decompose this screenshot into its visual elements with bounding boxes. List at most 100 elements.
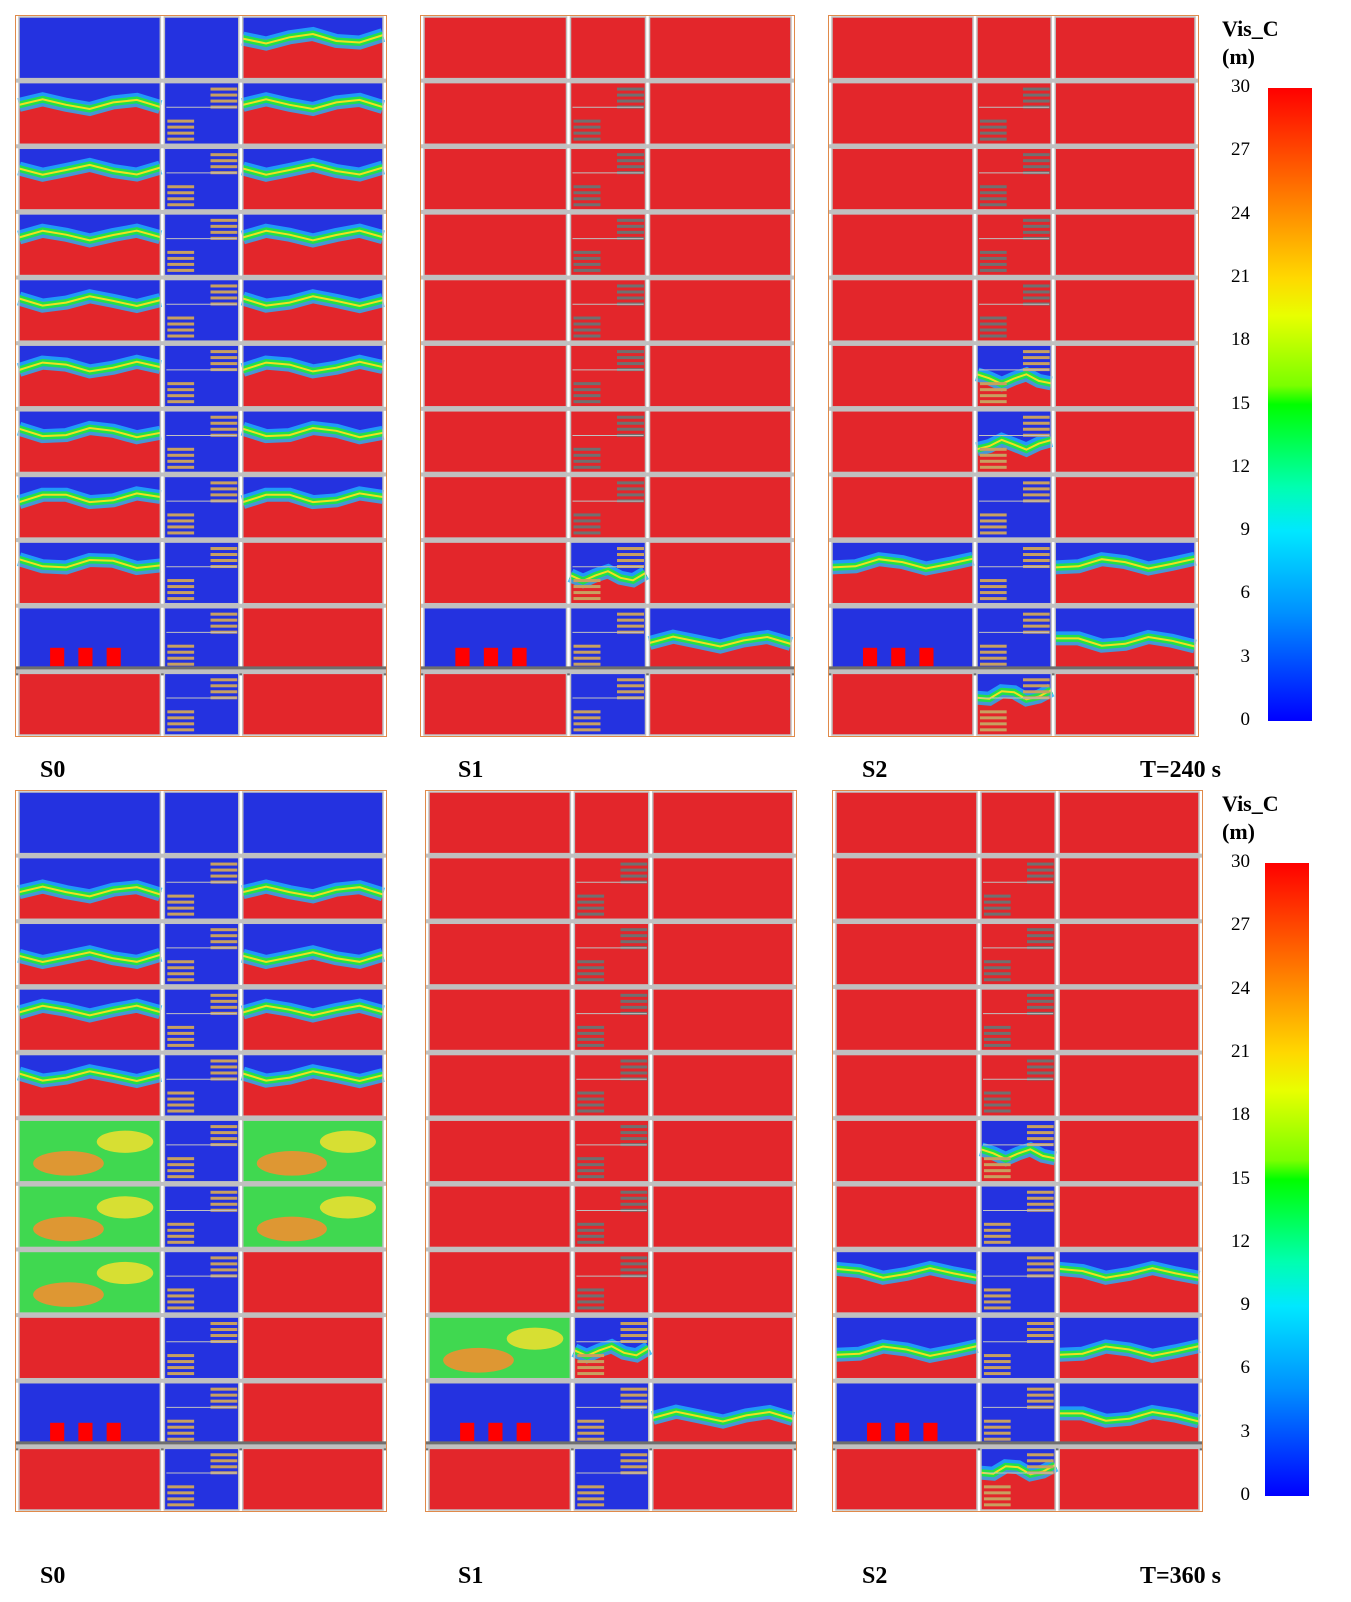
transition-band — [18, 558, 161, 570]
transition-band — [242, 1004, 384, 1017]
stair-flight-icon — [167, 650, 195, 654]
stair-flight-icon — [979, 119, 1007, 123]
stairwell-cell — [980, 792, 1056, 854]
stair-flight-icon — [573, 322, 601, 326]
stair-flight-icon — [617, 487, 644, 491]
stair-flight-icon — [210, 1322, 238, 1326]
stair-flight-icon — [617, 356, 644, 360]
transition-band — [976, 438, 1052, 451]
stair-flight-icon — [210, 1328, 238, 1332]
stairwell-cell — [570, 607, 646, 670]
cell-frame — [835, 791, 978, 855]
stair-flight-icon — [1026, 1190, 1054, 1194]
stairwell-cell — [574, 988, 649, 1051]
room-cell — [832, 476, 973, 539]
cell-frame — [242, 791, 384, 855]
stair-flight-icon — [167, 1234, 195, 1238]
stair-flight-icon — [573, 644, 601, 648]
row1-label-s1: S1 — [458, 757, 484, 783]
stair-flight-icon — [210, 1262, 238, 1266]
room-cell — [832, 345, 973, 407]
stair-flight-icon — [167, 268, 195, 272]
stair-flight-icon — [617, 230, 644, 234]
stair-flight-icon — [617, 612, 644, 616]
stair-flight-icon — [1026, 1459, 1054, 1463]
room-cell — [1055, 17, 1195, 79]
panel-border — [832, 790, 1203, 1512]
stair-flight-icon — [577, 1485, 605, 1489]
stair-flight-icon — [167, 1306, 195, 1310]
stair-flight-icon — [573, 716, 601, 720]
room-cell — [832, 279, 973, 342]
transition-band — [242, 1070, 384, 1083]
room-cell — [424, 345, 567, 407]
stair-flight-icon — [617, 290, 644, 294]
colorbar-tick-label: 21 — [1231, 265, 1250, 287]
stairwell-cell — [570, 213, 646, 276]
row2-panel-s2 — [832, 790, 1203, 1512]
room-cell — [429, 1448, 571, 1510]
room-cell — [649, 410, 791, 473]
cell-frame — [428, 791, 572, 855]
stairwell-cell — [164, 476, 239, 539]
room-cell — [836, 857, 977, 920]
stair-flight-icon — [620, 1262, 648, 1266]
room-cell — [832, 82, 973, 145]
stair-flight-icon — [620, 1137, 648, 1141]
stair-flight-icon — [210, 1005, 238, 1009]
stair-flight-icon — [617, 547, 644, 551]
stair-flight-icon — [979, 262, 1007, 266]
stair-flight-icon — [210, 862, 238, 866]
stair-flight-icon — [577, 1288, 605, 1292]
stair-flight-icon — [167, 382, 195, 386]
stair-flight-icon — [1022, 493, 1050, 497]
stair-flight-icon — [577, 1240, 605, 1244]
stair-flight-icon — [1026, 1131, 1054, 1135]
stair-flight-icon — [577, 1234, 605, 1238]
stair-flight-icon — [577, 1222, 605, 1226]
stair-flight-icon — [167, 459, 195, 463]
stair-flight-icon — [573, 579, 601, 583]
stairwell-cell — [976, 542, 1052, 604]
stair-flight-icon — [210, 1190, 238, 1194]
floor-slab — [832, 1116, 1203, 1121]
floor-slab — [425, 1247, 797, 1252]
stair-flight-icon — [210, 1256, 238, 1260]
floor-slab — [832, 853, 1203, 858]
stair-flight-icon — [577, 1163, 605, 1167]
stairwell-cell — [976, 148, 1052, 210]
stair-flight-icon — [167, 662, 195, 666]
stair-flight-icon — [617, 224, 644, 228]
room-cell — [424, 148, 567, 210]
stair-flight-icon — [983, 894, 1011, 898]
stair-flight-icon — [210, 159, 238, 163]
stair-flight-icon — [1022, 559, 1050, 563]
floor-slab — [15, 603, 387, 608]
stair-flight-icon — [620, 1071, 648, 1075]
stairwell-cell — [164, 792, 239, 854]
stair-flight-icon — [167, 250, 195, 254]
floor-slab — [15, 406, 387, 411]
room-cell — [836, 1185, 977, 1248]
stair-flight-icon — [167, 1043, 195, 1047]
colorbar-tick-label: 30 — [1231, 76, 1250, 97]
stair-flight-icon — [617, 618, 644, 622]
stair-flight-icon — [983, 966, 1011, 970]
stair-flight-icon — [983, 1419, 1011, 1423]
room-cell — [242, 1448, 383, 1510]
stair-flight-icon — [167, 519, 195, 523]
floor-slab — [828, 472, 1199, 477]
stair-flight-icon — [573, 656, 601, 660]
stairwell-cell — [574, 923, 649, 985]
floor-slab — [828, 78, 1199, 83]
floor-slab — [420, 538, 795, 543]
stair-flight-icon — [577, 978, 605, 982]
stairwell-cell — [164, 82, 239, 145]
stair-flight-icon — [573, 119, 601, 123]
stair-flight-icon — [577, 1372, 605, 1376]
colorbar-tick-label: 12 — [1231, 455, 1250, 477]
stair-flight-icon — [979, 185, 1007, 189]
stairwell-cell — [574, 792, 649, 854]
room-cell — [1059, 792, 1199, 854]
stair-flight-icon — [620, 1465, 648, 1469]
